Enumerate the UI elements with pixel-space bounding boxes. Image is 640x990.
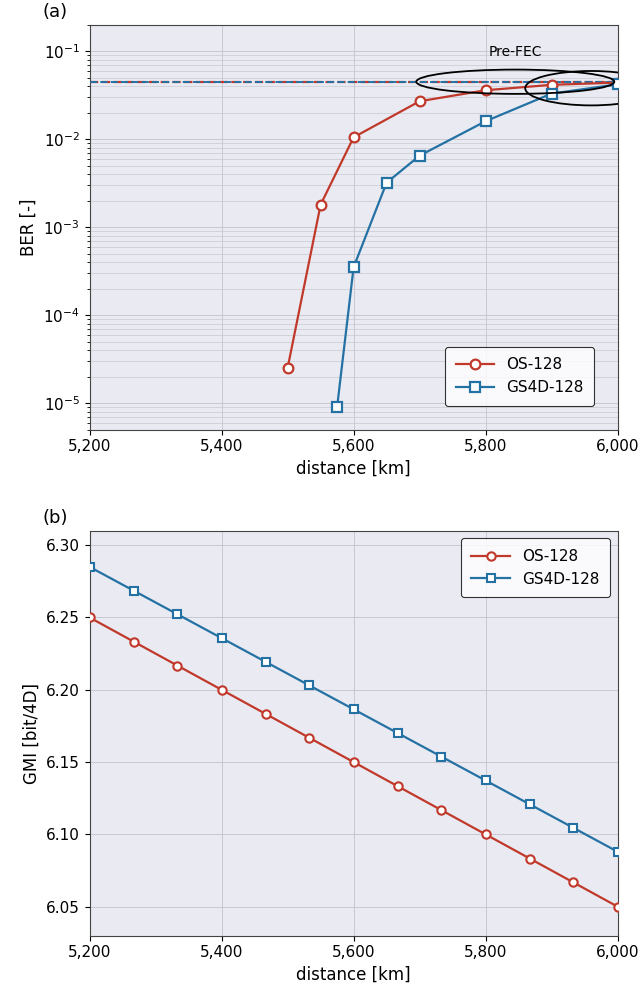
OS-128	[526, 852, 534, 864]
OS-128	[173, 659, 181, 671]
GS4D-128	[86, 561, 93, 573]
Text: (b): (b)	[42, 509, 68, 527]
GS4D-128	[130, 585, 138, 597]
X-axis label: distance [km]: distance [km]	[296, 966, 411, 984]
OS-128	[218, 684, 225, 696]
GS4D-128	[383, 177, 390, 189]
GS4D-128	[416, 149, 424, 161]
OS-128	[570, 876, 577, 888]
Text: Pre-FEC: Pre-FEC	[488, 46, 542, 59]
Text: (a): (a)	[42, 3, 67, 21]
GS4D-128	[482, 774, 490, 786]
OS-128	[130, 636, 138, 647]
OS-128	[262, 708, 269, 720]
GS4D-128	[614, 78, 621, 90]
GS4D-128	[570, 822, 577, 834]
Line: GS4D-128: GS4D-128	[332, 79, 623, 412]
OS-128	[548, 79, 556, 91]
OS-128	[317, 199, 324, 211]
OS-128	[614, 76, 621, 88]
GS4D-128	[548, 88, 556, 100]
X-axis label: distance [km]: distance [km]	[296, 459, 411, 478]
Line: GS4D-128: GS4D-128	[85, 562, 622, 856]
GS4D-128	[218, 633, 225, 644]
GS4D-128	[349, 261, 357, 273]
GS4D-128	[526, 798, 534, 810]
Legend: OS-128, GS4D-128: OS-128, GS4D-128	[461, 539, 610, 597]
OS-128	[86, 612, 93, 624]
OS-128	[284, 362, 291, 374]
OS-128	[482, 84, 490, 96]
GS4D-128	[438, 750, 445, 762]
OS-128	[305, 732, 313, 743]
Legend: OS-128, GS4D-128: OS-128, GS4D-128	[445, 346, 594, 406]
Y-axis label: BER [-]: BER [-]	[20, 198, 38, 255]
Line: OS-128: OS-128	[283, 78, 623, 373]
GS4D-128	[349, 703, 357, 715]
OS-128	[614, 901, 621, 913]
GS4D-128	[614, 845, 621, 857]
GS4D-128	[305, 679, 313, 691]
GS4D-128	[482, 115, 490, 127]
OS-128	[416, 95, 424, 107]
OS-128	[349, 756, 357, 768]
GS4D-128	[333, 401, 341, 413]
OS-128	[394, 780, 402, 792]
GS4D-128	[173, 608, 181, 620]
Y-axis label: GMI [bit/4D]: GMI [bit/4D]	[22, 683, 40, 784]
Line: OS-128: OS-128	[85, 614, 622, 911]
OS-128	[482, 829, 490, 841]
OS-128	[349, 132, 357, 144]
GS4D-128	[394, 728, 402, 740]
GS4D-128	[262, 656, 269, 668]
OS-128	[438, 804, 445, 816]
